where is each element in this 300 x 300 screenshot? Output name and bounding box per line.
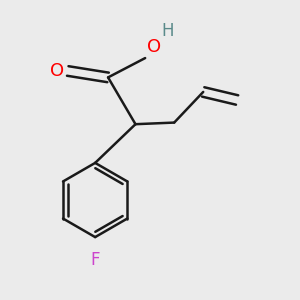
Text: F: F [90,250,100,268]
Text: O: O [50,62,64,80]
Text: O: O [147,38,161,56]
Text: H: H [161,22,174,40]
